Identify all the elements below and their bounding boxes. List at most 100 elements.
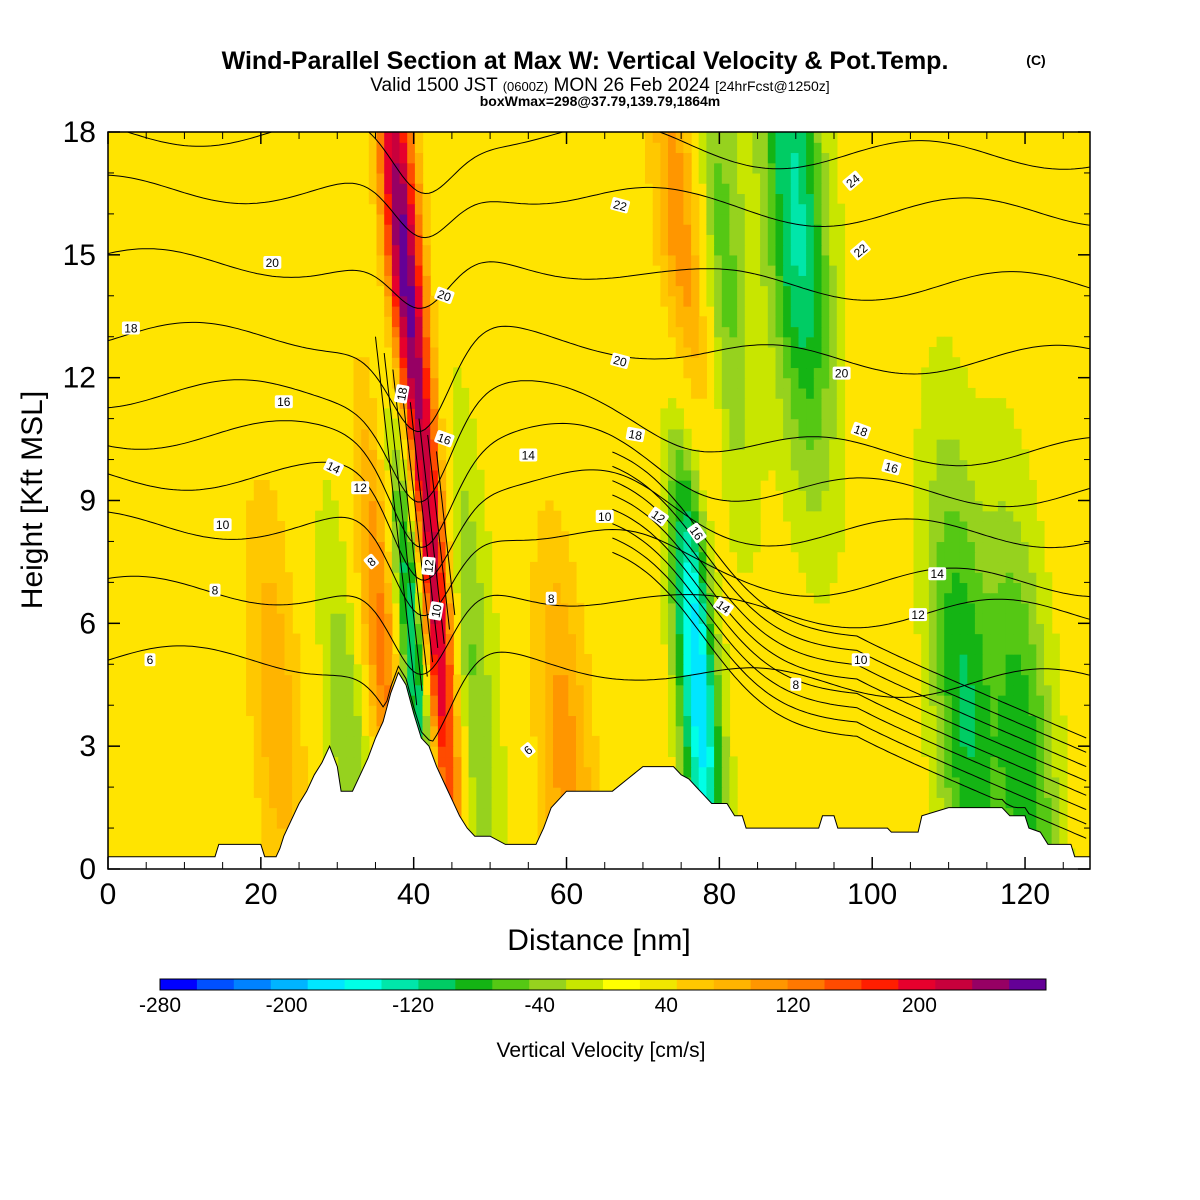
- w-cell: [376, 705, 385, 717]
- w-cell: [829, 408, 838, 420]
- w-cell: [1036, 633, 1045, 645]
- w-cell: [737, 398, 746, 409]
- w-cell: [959, 684, 968, 696]
- w-cell: [545, 510, 554, 522]
- w-cell: [407, 398, 416, 409]
- w-cell: [928, 664, 938, 676]
- w-cell: [714, 766, 723, 778]
- w-cell: [959, 613, 968, 624]
- w-cell: [737, 224, 746, 235]
- w-cell: [330, 695, 339, 706]
- w-cell: [913, 541, 922, 553]
- w-cell: [553, 787, 562, 798]
- w-cell: [721, 387, 731, 399]
- w-cell: [836, 203, 846, 215]
- w-cell: [568, 582, 577, 594]
- w-cell: [760, 224, 769, 235]
- w-cell: [399, 193, 408, 205]
- w-cell: [836, 449, 846, 461]
- theta-contour-label: 16: [687, 522, 707, 544]
- w-cell: [253, 766, 263, 778]
- w-cell: [744, 295, 754, 307]
- w-cell: [1044, 807, 1053, 819]
- w-cell: [775, 418, 784, 430]
- w-cell: [476, 592, 485, 604]
- w-cell: [576, 756, 585, 768]
- w-cell: [813, 541, 823, 553]
- w-cell: [683, 705, 692, 717]
- theta-contour-label: 22: [610, 197, 631, 214]
- w-cell: [460, 684, 470, 696]
- w-cell: [714, 633, 723, 645]
- w-cell: [775, 306, 784, 317]
- w-cell: [1044, 582, 1053, 594]
- w-cell: [974, 766, 984, 778]
- w-cell: [744, 510, 754, 522]
- w-cell: [391, 347, 401, 358]
- w-cell: [974, 592, 984, 604]
- w-cell: [744, 500, 754, 512]
- w-cell: [798, 469, 807, 481]
- w-cell: [668, 275, 677, 287]
- w-cell: [675, 459, 684, 471]
- w-cell: [737, 561, 746, 573]
- w-cell: [798, 500, 807, 512]
- w-cell: [491, 766, 500, 778]
- w-cell: [752, 213, 761, 225]
- w-cell: [391, 326, 401, 338]
- w-cell: [982, 490, 991, 502]
- w-cell: [959, 449, 968, 461]
- w-cell: [721, 183, 731, 195]
- w-cell: [384, 439, 393, 450]
- w-cell: [384, 234, 393, 246]
- w-cell: [813, 213, 823, 225]
- w-cell: [806, 367, 815, 379]
- w-cell: [1021, 787, 1030, 798]
- w-cell: [660, 224, 669, 235]
- w-cell: [261, 510, 270, 522]
- w-cell: [798, 439, 807, 450]
- w-cell: [698, 551, 707, 563]
- theta-contour-label: 6: [144, 653, 156, 667]
- w-cell: [714, 336, 723, 348]
- w-cell: [1013, 643, 1022, 655]
- w-cell: [1013, 654, 1022, 665]
- w-cell: [951, 541, 961, 553]
- theta-contour-label: 8: [363, 553, 379, 569]
- w-cell: [391, 592, 401, 604]
- w-cell: [568, 633, 577, 645]
- w-cell: [928, 357, 938, 369]
- w-cell: [967, 572, 976, 584]
- w-cell: [399, 541, 408, 553]
- w-cell: [675, 306, 684, 317]
- w-cell: [698, 766, 707, 778]
- w-cell: [460, 551, 470, 563]
- w-cell: [338, 766, 347, 778]
- svg-text:14: 14: [324, 459, 342, 477]
- w-cell: [399, 480, 408, 491]
- w-cell: [414, 326, 424, 338]
- w-cell: [261, 797, 270, 809]
- w-cell: [422, 254, 431, 266]
- w-cell: [806, 531, 815, 543]
- w-cell: [997, 428, 1007, 440]
- w-cell: [468, 756, 477, 768]
- w-cell: [721, 336, 731, 348]
- w-cell: [760, 347, 769, 358]
- w-cell: [261, 664, 270, 676]
- w-cell: [476, 664, 485, 676]
- w-cell: [576, 633, 585, 645]
- w-cell: [1044, 684, 1053, 696]
- w-cell: [422, 203, 431, 215]
- w-cell: [982, 654, 991, 665]
- w-cell: [414, 254, 424, 266]
- w-cell: [261, 776, 270, 788]
- w-cell: [376, 213, 385, 225]
- w-cell: [660, 602, 669, 614]
- theta-contour-label: 24: [842, 170, 864, 191]
- w-cell: [921, 367, 930, 379]
- w-cell: [775, 439, 784, 450]
- w-cell: [691, 469, 700, 481]
- w-cell: [376, 265, 385, 276]
